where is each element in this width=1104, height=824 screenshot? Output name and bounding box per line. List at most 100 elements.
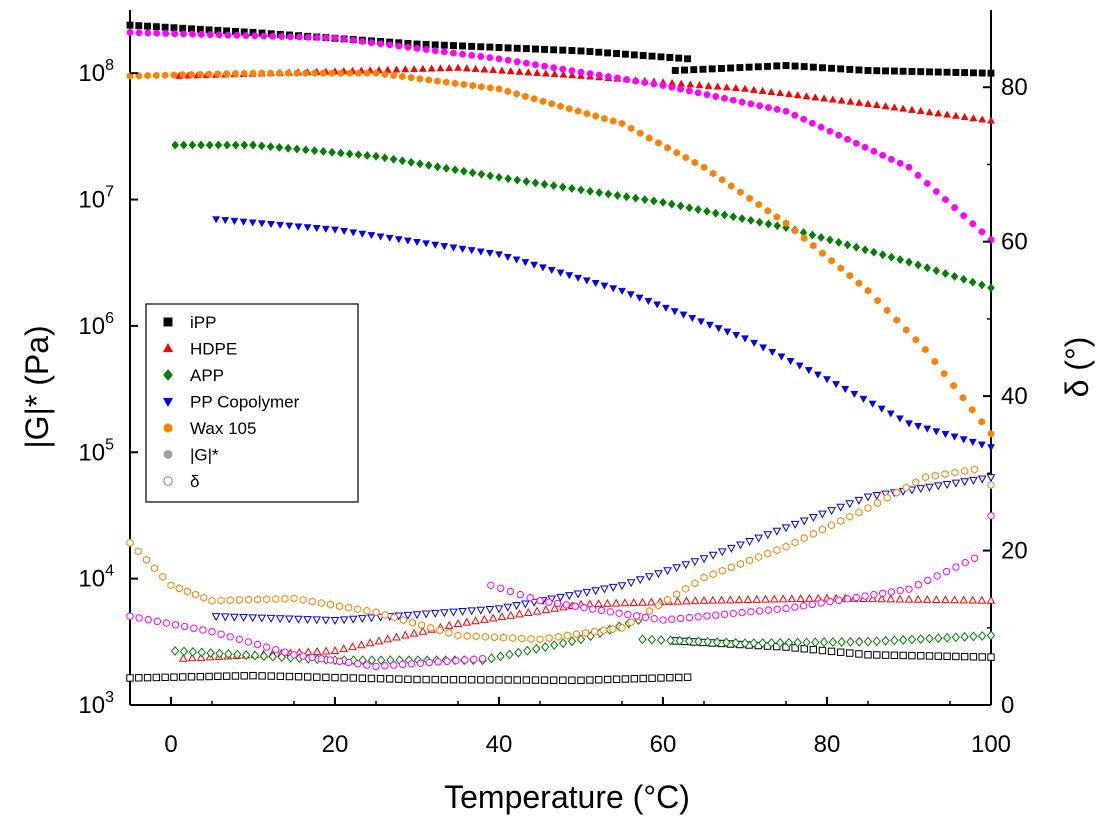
data-point (349, 36, 357, 44)
data-point (782, 604, 790, 613)
data-point (422, 675, 430, 684)
data-point (248, 219, 257, 227)
data-point (126, 674, 134, 682)
data-point (604, 73, 612, 80)
data-point (199, 626, 207, 634)
data-point (758, 638, 767, 648)
y-right-tick-label: 20 (1001, 538, 1028, 565)
data-point (135, 674, 143, 682)
data-point (595, 71, 603, 79)
data-point (805, 593, 814, 602)
data-point (835, 131, 843, 139)
data-point (703, 612, 711, 620)
data-point (442, 163, 451, 173)
data-point (232, 69, 239, 78)
data-point (781, 524, 791, 533)
data-point (275, 142, 284, 152)
data-point (381, 610, 389, 620)
data-point (631, 193, 640, 203)
data-point (926, 68, 933, 76)
data-point (959, 436, 968, 444)
data-point (676, 614, 685, 623)
data-point (697, 318, 706, 326)
data-point (933, 572, 941, 580)
data-point (630, 51, 638, 59)
data-point (568, 71, 577, 79)
data-point (180, 622, 189, 631)
data-point (809, 63, 817, 71)
data-point (224, 31, 232, 39)
data-point (872, 636, 881, 647)
data-point (951, 632, 961, 643)
data-point (407, 73, 415, 82)
data-point (582, 628, 590, 638)
data-point (479, 614, 489, 623)
data-point (319, 69, 327, 77)
data-point (226, 633, 234, 641)
data-point (504, 174, 512, 184)
data-point (267, 221, 275, 229)
data-point (604, 49, 612, 57)
data-point (135, 29, 143, 37)
data-point (743, 595, 753, 603)
axes-layer: 0 20 40 60 80 100 103 104 105 106 107 108 0 20 40 60 80 (78, 57, 1027, 758)
data-point (618, 119, 626, 128)
data-point (808, 600, 817, 609)
data-point (449, 675, 458, 684)
data-point (573, 590, 583, 599)
data-point (469, 81, 476, 90)
data-point (609, 624, 617, 634)
data-point (159, 572, 167, 581)
data-point (844, 135, 851, 143)
data-point (969, 69, 977, 77)
data-point (424, 160, 433, 170)
data-point (699, 595, 709, 604)
data-point (349, 229, 358, 237)
data-point (331, 673, 339, 682)
data-point (591, 280, 600, 288)
data-point (845, 500, 855, 509)
data-point (477, 676, 485, 684)
y-right-tick-label: 40 (1001, 383, 1028, 410)
data-point (690, 558, 700, 567)
data-point (727, 563, 735, 572)
data-point (668, 615, 676, 623)
data-point (657, 674, 665, 682)
data-point (786, 358, 795, 366)
data-point (826, 597, 834, 606)
data-point (895, 594, 905, 603)
data-point (290, 651, 298, 659)
data-point (736, 64, 744, 72)
data-point (410, 64, 419, 73)
data-point (281, 594, 289, 603)
data-point (650, 196, 658, 206)
data-point (699, 555, 709, 564)
data-point (454, 631, 462, 640)
data-point (355, 69, 362, 77)
data-point (170, 673, 178, 681)
data-point (449, 244, 458, 252)
data-point (530, 95, 538, 103)
data-point (941, 430, 950, 439)
data-point (818, 646, 827, 655)
data-point (376, 674, 385, 683)
data-point (749, 638, 758, 649)
data-point (126, 21, 134, 29)
data-point (646, 597, 656, 606)
data-point (773, 213, 781, 221)
data-point (659, 81, 667, 89)
data-point (175, 584, 183, 593)
data-point (286, 33, 294, 41)
data-point (890, 67, 898, 75)
data-point (630, 675, 638, 683)
data-point (709, 570, 717, 579)
data-point (609, 285, 618, 293)
data-point (467, 247, 476, 255)
data-point (960, 212, 968, 220)
data-point (541, 62, 549, 70)
data-point (778, 594, 788, 603)
data-point (828, 521, 836, 530)
data-point (504, 56, 512, 64)
data-point (506, 587, 515, 596)
data-point (553, 599, 562, 608)
